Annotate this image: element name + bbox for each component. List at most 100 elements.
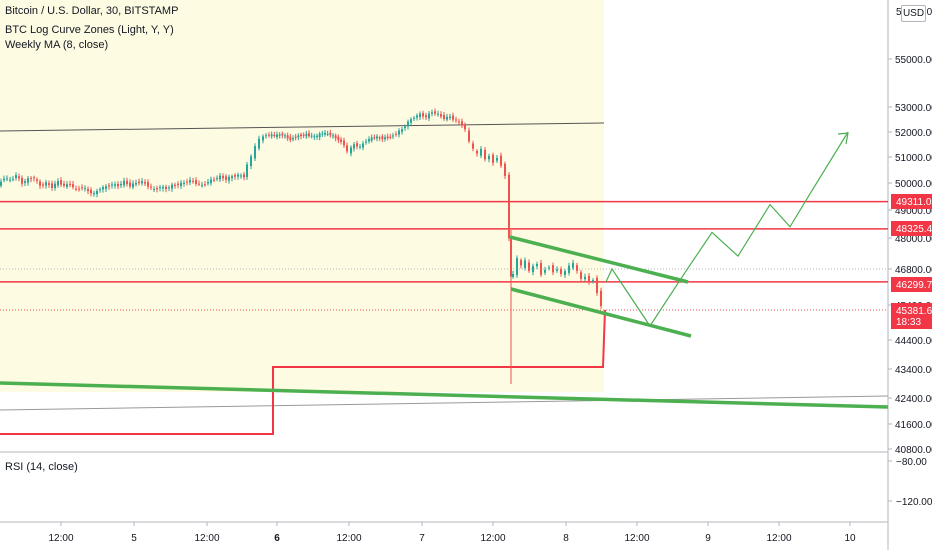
candle-body (132, 183, 134, 188)
candle-body (268, 134, 270, 136)
candle-body (580, 272, 582, 279)
candle-body (297, 135, 300, 138)
candle-body (228, 176, 230, 181)
candle-body (334, 135, 337, 139)
candle-body (389, 136, 392, 138)
candle-body (225, 176, 227, 180)
weekly-ma-legend[interactable]: Weekly MA (8, close) (5, 39, 109, 51)
candle-body (373, 137, 376, 139)
candle-body (386, 136, 389, 139)
candle-body (528, 262, 530, 271)
candle-body (289, 136, 292, 141)
price-axis-label: 55000.00 (895, 55, 932, 66)
candle-body (512, 273, 514, 277)
candle-body (404, 126, 406, 129)
candle-body (141, 181, 143, 184)
price-tag (891, 303, 932, 329)
candle-body (93, 193, 95, 195)
candle-body (99, 189, 101, 191)
price-tag (891, 277, 932, 292)
candle-body (428, 113, 430, 119)
candle-body (210, 179, 212, 184)
candle-body (472, 143, 474, 149)
candle-body (520, 260, 522, 266)
candle-body (204, 184, 206, 186)
time-axis-label: 10 (844, 533, 856, 544)
candle-body (276, 134, 278, 138)
candle-body (42, 184, 44, 186)
candle-body (592, 280, 594, 282)
candle-body (198, 183, 200, 185)
symbol-legend[interactable]: Bitcoin / U.S. Dollar, 30, BITSTAMP (5, 5, 179, 17)
candle-body (368, 139, 370, 142)
log-curve-zones-legend[interactable]: BTC Log Curve Zones (Light, Y, Y) (5, 24, 174, 36)
price-axis-label: 52000.00 (895, 128, 932, 139)
price-axis-label: 41600.00 (895, 420, 932, 431)
candle-body (524, 260, 526, 268)
candle-body (33, 177, 35, 179)
candle-body (572, 262, 574, 268)
candle-body (186, 181, 188, 183)
candle-body (434, 111, 436, 114)
candle-body (3, 178, 5, 181)
zone-step-line (0, 309, 606, 435)
candle-body (464, 124, 466, 130)
candle-body (219, 175, 221, 180)
candle-body (171, 184, 173, 189)
candle-body (321, 133, 324, 135)
candle-body (129, 182, 131, 187)
candle-body (413, 117, 415, 119)
candle-body (398, 130, 400, 135)
candle-body (51, 183, 53, 189)
candle-body (337, 136, 340, 141)
rsi-legend[interactable]: RSI (14, close) (5, 461, 78, 473)
candle-body (84, 188, 86, 190)
candle-body (0, 181, 2, 186)
candle-body (300, 134, 302, 137)
rsi-axis-label: −80.00 (896, 457, 927, 468)
candle-body (87, 189, 89, 192)
candle-body (480, 148, 482, 156)
price-axis-label: 50000.00 (895, 179, 932, 190)
time-axis-label: 12:00 (336, 533, 361, 544)
candle-body (492, 154, 494, 163)
candle-body (407, 121, 409, 127)
candle-body (102, 187, 104, 190)
price-axis-label: 42400.00 (895, 394, 932, 405)
candle-body (302, 134, 305, 136)
candle-body (508, 174, 510, 239)
candle-body (540, 262, 542, 275)
time-axis-label: 12:00 (48, 533, 73, 544)
price-axis-label: 51000.00 (895, 153, 932, 164)
candle-body (488, 155, 490, 160)
candle-body (48, 183, 50, 185)
candle-body (324, 132, 326, 135)
candle-body (174, 184, 176, 186)
candle-body (135, 182, 137, 185)
candle-body (45, 182, 47, 186)
time-axis-label: 12:00 (766, 533, 791, 544)
time-axis-label: 12:00 (480, 533, 505, 544)
currency-badge[interactable]: USD (901, 5, 926, 22)
upper-trend-line (0, 122, 605, 132)
candle-body (286, 135, 289, 139)
candle-body (207, 181, 209, 184)
candle-body (532, 266, 534, 273)
candle-body (180, 182, 182, 186)
candle-body (305, 133, 308, 137)
projection-arrow-head (837, 132, 849, 145)
candle-body (201, 184, 203, 186)
candle-body (308, 133, 310, 137)
log-curve-zone-band (0, 0, 604, 392)
time-axis-label: 5 (131, 533, 137, 544)
time-axis-label: 12:00 (194, 533, 219, 544)
candle-body (243, 174, 245, 178)
price-axis-label: 46800.00 (895, 265, 932, 276)
channel-upper-line (509, 235, 689, 284)
candle-body (144, 182, 146, 184)
candle-body (165, 186, 167, 189)
price-tag (891, 221, 932, 236)
candle-body (39, 181, 41, 186)
candle-body (384, 137, 386, 140)
